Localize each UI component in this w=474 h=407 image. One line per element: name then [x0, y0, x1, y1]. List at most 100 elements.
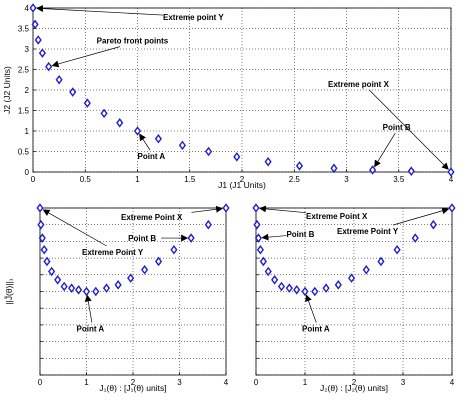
data-point	[252, 203, 260, 213]
annotation-label: Extreme Point Y	[82, 248, 144, 257]
x-tick-label: 4	[224, 378, 229, 387]
data-point	[322, 283, 330, 293]
data-point	[116, 118, 124, 128]
data-point	[127, 273, 135, 283]
annotation-arrow	[42, 209, 107, 247]
data-point	[233, 152, 241, 162]
annotation-label: Point A	[302, 325, 330, 334]
x-tick-label: 4	[449, 175, 454, 184]
annotation-arrow	[35, 5, 164, 16]
data-point	[271, 275, 279, 285]
annotation-arrow	[368, 89, 449, 170]
annotation-arrow	[305, 294, 317, 323]
data-point	[407, 166, 415, 176]
chart-panel-2: 0 1 2 3 4 J₁(θ) : [J₁(θ) units] ||J̃(θ)||₁ Extr…	[4, 203, 230, 393]
annotation-label: Point A	[138, 152, 166, 161]
y-tick-label: 3.5	[18, 25, 30, 34]
x-tick-label: 2.5	[289, 175, 301, 184]
x-tick-label: 3	[401, 378, 406, 387]
x-tick-label: 1.5	[184, 175, 196, 184]
annotation-arrow	[258, 205, 307, 214]
data-point	[447, 167, 455, 177]
data-point	[45, 61, 53, 72]
data-point	[43, 256, 51, 267]
data-point	[429, 219, 437, 230]
annotation-arrow	[374, 132, 396, 168]
x-tick-label: 1	[135, 175, 140, 184]
annotation-label: Point B	[286, 230, 314, 239]
data-point	[75, 285, 83, 295]
annotation-label: Pareto front points	[97, 37, 169, 46]
data-point	[259, 256, 267, 267]
x-tick-label: 2	[352, 378, 357, 387]
y-tick-label: 1.5	[18, 107, 30, 116]
data-point	[83, 98, 91, 108]
data-point	[393, 244, 401, 255]
data-point	[141, 265, 149, 275]
data-point	[285, 283, 293, 293]
data-point	[82, 286, 91, 297]
data-point	[204, 219, 212, 230]
data-point	[60, 281, 68, 292]
data-point	[330, 163, 338, 174]
y-tick-label: 0.5	[18, 148, 30, 157]
x-tick-label: 0	[31, 175, 36, 184]
data-point	[38, 233, 46, 243]
annotation-label: Extreme point X	[328, 80, 390, 89]
data-point	[69, 87, 77, 97]
data-point	[133, 126, 142, 136]
annotation-arrow	[139, 133, 151, 151]
annotation-arrow	[191, 205, 224, 213]
x-tick-label: 0.5	[80, 175, 92, 184]
data-point	[301, 286, 309, 297]
data-point	[31, 19, 39, 30]
annotation-label: Extreme Point Y	[337, 227, 399, 236]
x-tick-label: 1	[303, 378, 308, 387]
data-point	[68, 283, 76, 293]
data-point	[334, 280, 342, 290]
data-point	[277, 281, 286, 292]
data-point	[295, 161, 304, 171]
data-point	[37, 219, 45, 230]
data-point	[369, 165, 377, 175]
data-point	[411, 233, 419, 243]
y-tick-label: 0	[25, 168, 30, 177]
annotation-arrow	[51, 46, 121, 68]
annotation-label: Extreme Point X	[121, 213, 183, 222]
data-point	[55, 74, 63, 85]
annotation-label: Extreme point Y	[163, 13, 224, 22]
data-point	[102, 283, 111, 293]
data-point	[54, 275, 62, 285]
annotation-label: Extreme Point X	[306, 212, 368, 221]
data-point	[377, 256, 385, 267]
y-tick-label: 1	[25, 127, 30, 136]
data-point	[170, 244, 178, 255]
annotation-arrow	[261, 233, 287, 241]
data-point	[187, 233, 195, 243]
x-axis-label: J₂(θ) : [J₂(θ) units]	[320, 383, 388, 393]
x-axis-label: J1 (J1 Units)	[218, 180, 266, 190]
data-point	[114, 280, 122, 290]
data-point	[48, 266, 56, 277]
y-tick-label: 2	[25, 86, 30, 95]
data-point	[36, 203, 44, 213]
x-tick-label: 3	[344, 175, 349, 184]
x-tick-label: 4	[450, 378, 455, 387]
data-point	[38, 48, 46, 58]
data-point	[293, 285, 301, 295]
y-axis-label: ||J̃(θ)||₁	[4, 278, 14, 304]
annotation-label: Point B	[383, 123, 411, 132]
y-tick-label: 3	[25, 45, 30, 54]
data-point	[155, 256, 163, 267]
y-axis-label: J2 (J2 Units)	[2, 66, 12, 114]
x-tick-label: 2	[131, 378, 136, 387]
data-point	[222, 203, 230, 213]
data-point	[362, 265, 370, 275]
data-point	[254, 233, 263, 243]
annotation-arrow	[392, 207, 450, 226]
chart-panel-3: 0 1 2 3 4 J₂(θ) : [J₂(θ) units] Extreme Point …	[252, 203, 456, 393]
x-tick-label: 3.5	[393, 175, 405, 184]
data-point	[100, 108, 108, 119]
data-point	[256, 244, 264, 255]
